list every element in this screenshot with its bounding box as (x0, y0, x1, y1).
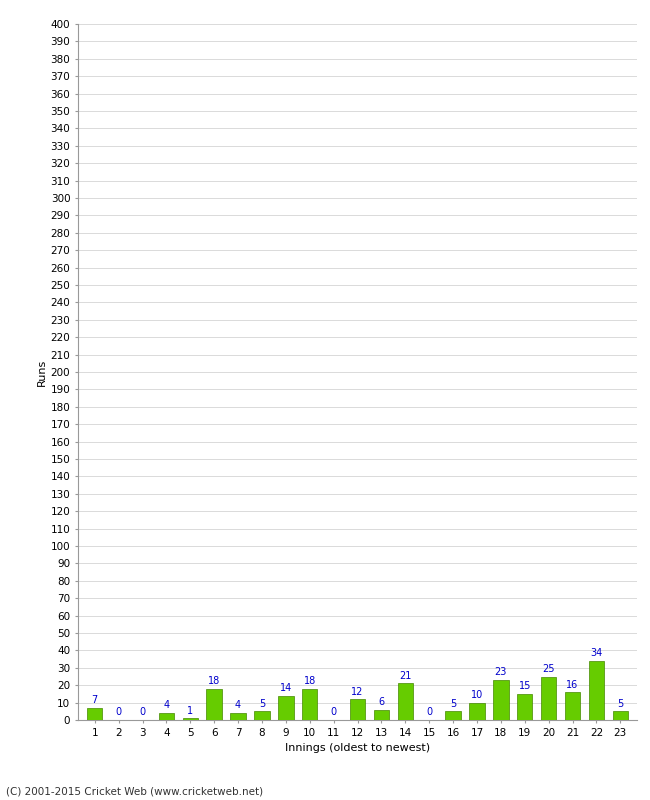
Bar (517, 694, 532, 720)
Bar (374, 710, 389, 720)
Text: (C) 2001-2015 Cricket Web (www.cricketweb.net): (C) 2001-2015 Cricket Web (www.cricketwe… (6, 786, 264, 796)
Bar (541, 677, 556, 720)
Bar (278, 696, 294, 720)
Text: 12: 12 (351, 686, 364, 697)
Bar (493, 680, 508, 720)
Text: 18: 18 (304, 676, 316, 686)
Bar (398, 683, 413, 720)
Text: 14: 14 (280, 683, 292, 693)
Text: 34: 34 (590, 648, 603, 658)
Text: 16: 16 (566, 679, 578, 690)
Text: 18: 18 (208, 676, 220, 686)
Bar (565, 692, 580, 720)
Text: 6: 6 (378, 697, 384, 707)
Text: 23: 23 (495, 667, 507, 678)
X-axis label: Innings (oldest to newest): Innings (oldest to newest) (285, 743, 430, 753)
Text: 4: 4 (163, 701, 170, 710)
Text: 5: 5 (259, 698, 265, 709)
Text: 21: 21 (399, 671, 411, 681)
Bar (589, 661, 604, 720)
Y-axis label: Runs: Runs (36, 358, 46, 386)
Text: 7: 7 (92, 695, 98, 706)
Bar (445, 711, 461, 720)
Text: 0: 0 (116, 707, 122, 718)
Bar (302, 689, 317, 720)
Bar (350, 699, 365, 720)
Text: 10: 10 (471, 690, 483, 700)
Bar (159, 713, 174, 720)
Text: 25: 25 (542, 664, 555, 674)
Text: 0: 0 (331, 707, 337, 718)
Text: 1: 1 (187, 706, 193, 716)
Bar (612, 711, 628, 720)
Bar (87, 708, 103, 720)
Bar (230, 713, 246, 720)
Text: 4: 4 (235, 701, 241, 710)
Text: 0: 0 (426, 707, 432, 718)
Bar (183, 718, 198, 720)
Text: 5: 5 (450, 698, 456, 709)
Text: 5: 5 (617, 698, 623, 709)
Bar (207, 689, 222, 720)
Bar (469, 702, 485, 720)
Text: 0: 0 (140, 707, 146, 718)
Bar (254, 711, 270, 720)
Text: 15: 15 (519, 682, 531, 691)
